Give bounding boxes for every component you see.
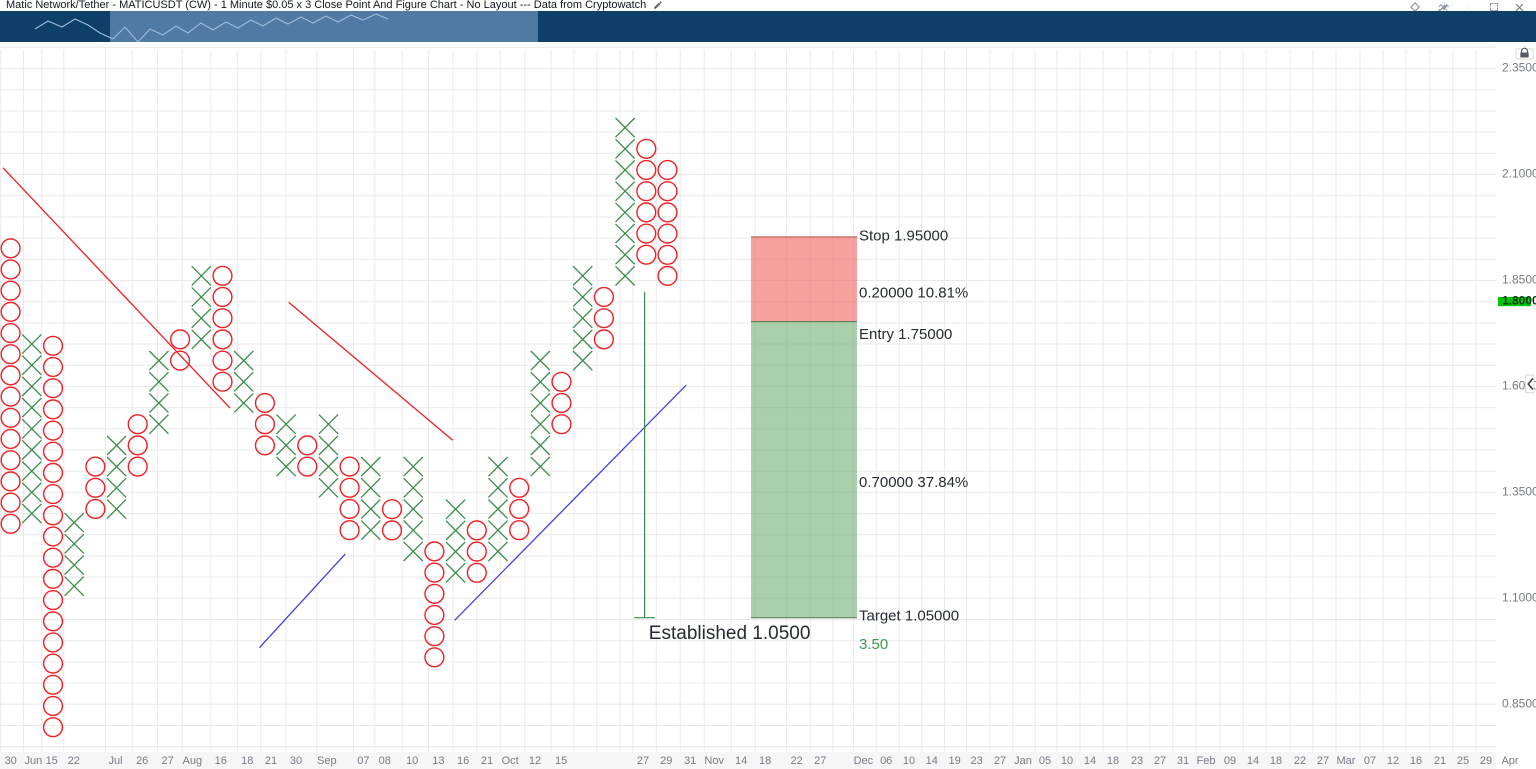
svg-text:31: 31 — [1177, 755, 1189, 767]
svg-text:18: 18 — [759, 755, 771, 767]
svg-text:10: 10 — [1061, 755, 1073, 767]
svg-text:31: 31 — [684, 755, 696, 767]
svg-text:13: 13 — [432, 755, 444, 767]
svg-text:18: 18 — [1270, 755, 1282, 767]
svg-text:12: 12 — [1387, 755, 1399, 767]
svg-text:21: 21 — [481, 755, 493, 767]
svg-text:Entry 1.75000: Entry 1.75000 — [859, 326, 952, 343]
svg-text:22: 22 — [1294, 755, 1306, 767]
svg-text:12: 12 — [529, 755, 541, 767]
svg-text:3.50: 3.50 — [859, 636, 888, 653]
svg-text:Stop 1.95000: Stop 1.95000 — [859, 228, 948, 245]
svg-text:23: 23 — [970, 755, 982, 767]
svg-text:07: 07 — [1364, 755, 1376, 767]
svg-text:27: 27 — [1317, 755, 1329, 767]
svg-text:10: 10 — [406, 755, 418, 767]
svg-text:22: 22 — [68, 755, 80, 767]
svg-text:27: 27 — [637, 755, 649, 767]
svg-text:27: 27 — [161, 755, 173, 767]
svg-text:08: 08 — [379, 755, 391, 767]
svg-text:Jan: Jan — [1014, 755, 1032, 767]
svg-text:18: 18 — [1107, 755, 1119, 767]
svg-text:Established 1.0500: Established 1.0500 — [649, 623, 811, 644]
svg-text:Jul: Jul — [108, 755, 122, 767]
svg-text:14: 14 — [1247, 755, 1259, 767]
svg-text:16: 16 — [457, 755, 469, 767]
svg-text:Oct: Oct — [502, 755, 519, 767]
svg-text:22: 22 — [790, 755, 802, 767]
svg-text:29: 29 — [1480, 755, 1492, 767]
svg-text:18: 18 — [241, 755, 253, 767]
svg-text:05: 05 — [1039, 755, 1051, 767]
svg-text:27: 27 — [814, 755, 826, 767]
svg-text:Feb: Feb — [1197, 755, 1216, 767]
svg-text:16: 16 — [1410, 755, 1422, 767]
svg-text:29: 29 — [660, 755, 672, 767]
svg-text:10: 10 — [903, 755, 915, 767]
svg-text:14: 14 — [1084, 755, 1096, 767]
svg-text:15: 15 — [555, 755, 567, 767]
svg-text:14: 14 — [735, 755, 747, 767]
svg-text:27: 27 — [994, 755, 1006, 767]
svg-text:16: 16 — [215, 755, 227, 767]
svg-text:0.70000 37.84%: 0.70000 37.84% — [859, 474, 968, 491]
svg-text:09: 09 — [1224, 755, 1236, 767]
svg-text:2.1000: 2.1000 — [1502, 167, 1536, 181]
svg-text:0.20000 10.81%: 0.20000 10.81% — [859, 284, 968, 301]
svg-text:0.8500: 0.8500 — [1502, 697, 1536, 711]
svg-text:14: 14 — [926, 755, 938, 767]
svg-text:Target 1.05000: Target 1.05000 — [859, 608, 959, 625]
svg-text:1.8500: 1.8500 — [1502, 273, 1536, 287]
svg-text:Dec: Dec — [854, 755, 874, 767]
svg-text:15: 15 — [46, 755, 58, 767]
svg-text:1.1000: 1.1000 — [1502, 591, 1536, 605]
svg-text:1.3500: 1.3500 — [1502, 485, 1536, 499]
svg-text:Nov: Nov — [704, 755, 724, 767]
svg-text:27: 27 — [1154, 755, 1166, 767]
svg-text:1.8000: 1.8000 — [1502, 294, 1536, 308]
svg-text:2.3500: 2.3500 — [1502, 61, 1536, 75]
svg-text:30: 30 — [5, 755, 17, 767]
svg-text:25: 25 — [1457, 755, 1469, 767]
svg-text:19: 19 — [948, 755, 960, 767]
svg-text:Jun: Jun — [25, 755, 43, 767]
svg-text:Mar: Mar — [1337, 755, 1356, 767]
svg-text:Sep: Sep — [317, 755, 337, 767]
svg-text:Aug: Aug — [183, 755, 203, 767]
svg-text:21: 21 — [1434, 755, 1446, 767]
svg-text:21: 21 — [265, 755, 277, 767]
svg-text:30: 30 — [290, 755, 302, 767]
svg-text:07: 07 — [357, 755, 369, 767]
svg-text:26: 26 — [136, 755, 148, 767]
svg-text:Apr: Apr — [1501, 755, 1518, 767]
svg-text:23: 23 — [1131, 755, 1143, 767]
svg-text:06: 06 — [880, 755, 892, 767]
